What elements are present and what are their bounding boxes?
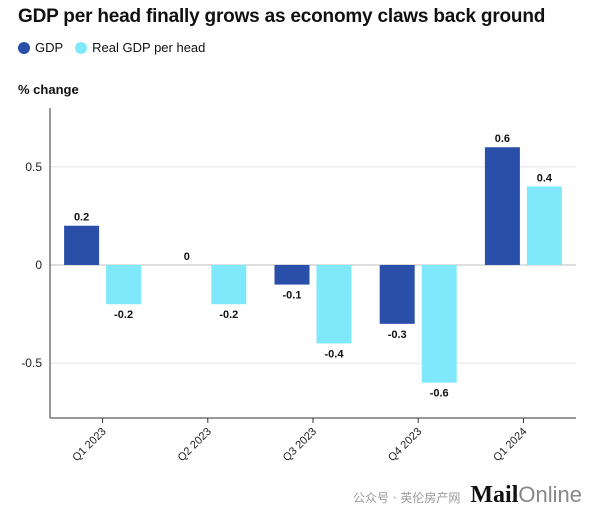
data-label: 0 <box>184 251 190 263</box>
bar-real-gdp-per-head <box>421 264 457 383</box>
bar-gdp <box>379 264 415 324</box>
chart-legend: GDP Real GDP per head <box>18 40 205 55</box>
logo-mail: Mail <box>470 482 519 508</box>
x-tick-label: Q2 2023 <box>176 426 214 464</box>
legend-label-real-gdp-per-head: Real GDP per head <box>92 40 206 55</box>
data-label: -0.1 <box>283 290 302 302</box>
mailonline-logo: MailOnline <box>470 482 582 509</box>
data-label: 0.6 <box>495 133 510 145</box>
y-tick-label: 0 <box>35 258 42 272</box>
logo-online: Online <box>518 482 582 507</box>
x-tick-label: Q1 2024 <box>491 426 529 464</box>
legend-swatch-real-gdp-per-head <box>75 41 88 54</box>
legend-label-gdp: GDP <box>35 40 64 55</box>
data-label: -0.2 <box>219 309 238 321</box>
x-tick-label: Q3 2023 <box>281 426 319 464</box>
legend-swatch-gdp <box>18 41 30 54</box>
x-tick-label: Q4 2023 <box>386 426 424 464</box>
data-label: -0.2 <box>114 309 133 321</box>
data-label: -0.6 <box>430 388 449 400</box>
bar-real-gdp-per-head <box>211 264 247 305</box>
data-label: 0.2 <box>74 212 89 224</box>
watermark-cn-text: 公众号 · 英伦房产网 <box>352 491 461 505</box>
bar-real-gdp-per-head <box>316 264 352 344</box>
x-tick-label: Q1 2023 <box>70 426 108 464</box>
bar-gdp <box>64 225 100 265</box>
bar-real-gdp-per-head <box>526 186 562 265</box>
data-label: -0.4 <box>325 348 345 360</box>
legend-item-real-gdp-per-head: Real GDP per head <box>75 40 205 55</box>
y-axis-label: % change <box>18 82 79 97</box>
bar-real-gdp-per-head <box>106 264 142 305</box>
watermark: 公众号 · 英伦房产网 MailOnline <box>353 482 582 509</box>
bar-gdp <box>274 264 310 285</box>
chart-title: GDP per head finally grows as economy cl… <box>18 6 546 27</box>
y-tick-label: 0.5 <box>25 160 42 174</box>
y-tick-label: -0.5 <box>21 356 42 370</box>
data-label: -0.3 <box>388 329 407 341</box>
bar-gdp <box>484 147 520 265</box>
legend-item-gdp: GDP <box>18 40 63 55</box>
data-label: 0.4 <box>537 172 553 184</box>
